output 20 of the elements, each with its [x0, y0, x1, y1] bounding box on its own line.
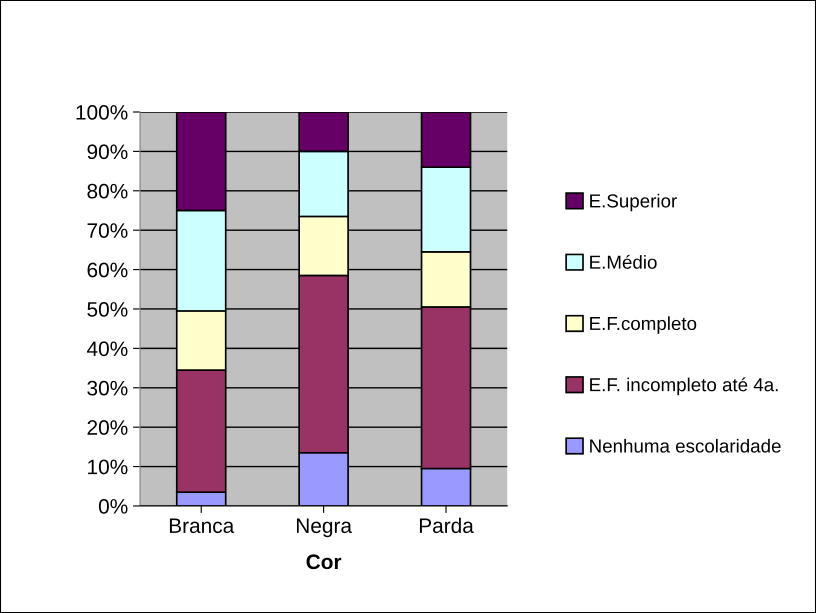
y-tick-label: 90%	[88, 144, 128, 160]
y-tick-label: 60%	[88, 262, 128, 278]
x-tick-label: Branca	[170, 518, 234, 534]
x-tick-label: Negra	[296, 518, 352, 538]
y-tick-label: 20%	[88, 420, 128, 435]
y-tick-label: 70%	[88, 223, 128, 238]
y-tick-label: 80%	[87, 184, 128, 199]
legend-label: E.F.completo	[590, 316, 696, 334]
y-tick-label: 10%	[88, 460, 128, 474]
legend-label: E.Médio	[590, 254, 657, 269]
y-tick-label: 30%	[87, 380, 128, 396]
legend-label: Nenhuma escolaridade	[590, 438, 781, 453]
legend-label: E.Superior	[590, 194, 677, 212]
legend-label: E.F. incompleto até 4a.	[590, 377, 778, 396]
y-tick-label: 50%	[87, 302, 128, 317]
x-tick-label: Parda	[420, 518, 474, 534]
x-axis-title: Cor	[306, 554, 342, 570]
y-tick-label: 40%	[87, 341, 128, 356]
y-tick-label: 0%	[98, 498, 128, 514]
y-tick-label: 100%	[76, 104, 128, 120]
